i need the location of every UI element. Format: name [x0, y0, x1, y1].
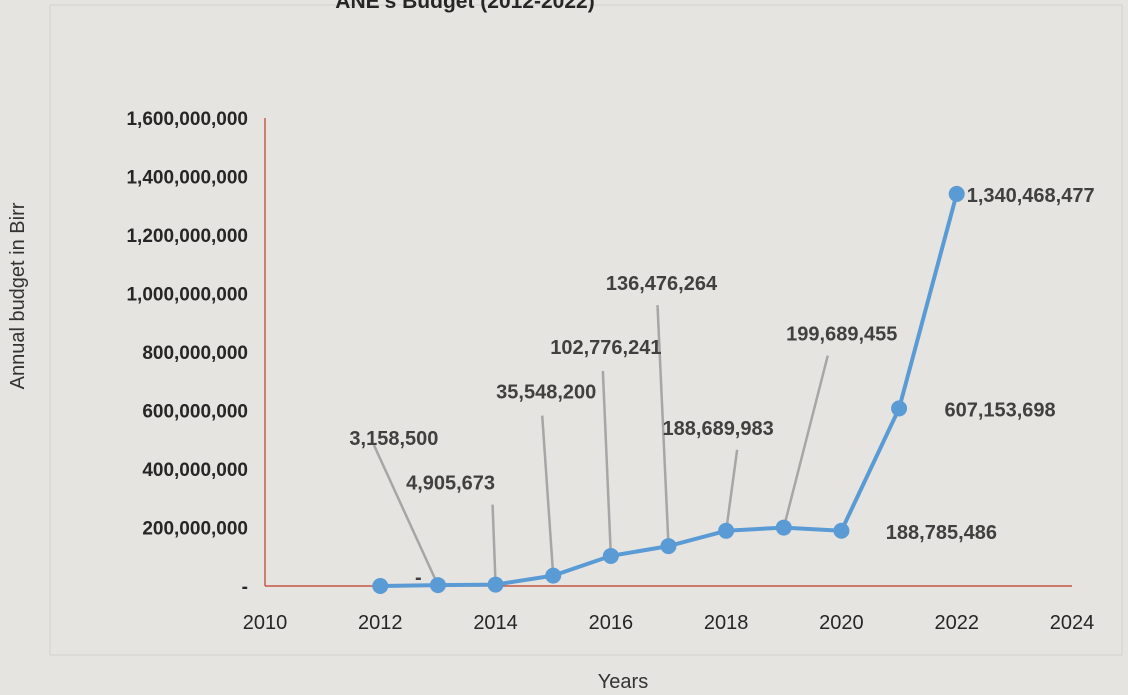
data-point: [372, 578, 389, 594]
y-tick-label: 800,000,000: [142, 343, 248, 364]
data-label: 1,340,468,477: [967, 185, 1095, 207]
data-label: 188,689,983: [663, 418, 774, 440]
data-point: [833, 522, 850, 539]
chart-title: ANE's Budget (2012-2022): [335, 0, 594, 13]
axes: [264, 118, 1072, 587]
plot-area-frame: [49, 4, 1123, 656]
data-point: [660, 538, 677, 555]
data-label: 35,548,200: [496, 382, 596, 404]
data-label: -: [415, 567, 422, 589]
x-axis-title: Years: [598, 671, 648, 693]
y-tick-label: -: [242, 577, 248, 598]
y-tick-label: 1,400,000,000: [126, 168, 248, 189]
data-point: [602, 547, 619, 564]
x-tick-label: 2024: [1050, 612, 1095, 634]
x-tick-label: 2022: [934, 612, 979, 634]
data-label: 136,476,264: [606, 273, 718, 295]
y-axis-title: Annual budget in Birr: [7, 202, 29, 389]
data-point: [487, 576, 504, 593]
x-tick-label: 2020: [819, 612, 864, 634]
y-tick-labels: - 200,000,000 400,000,000 600,000,000 800,00…: [126, 109, 248, 598]
y-tick-label: 600,000,000: [142, 402, 248, 423]
data-point: [545, 567, 562, 584]
y-tick-label: 1,600,000,000: [126, 109, 248, 130]
data-points: [372, 185, 965, 594]
y-tick-label: 400,000,000: [142, 460, 248, 481]
leader-line: [782, 355, 829, 528]
x-tick-label: 2014: [473, 612, 518, 634]
data-label: 188,785,486: [886, 522, 997, 544]
leader-lines: [372, 305, 829, 586]
leader-line: [540, 415, 555, 576]
x-tick-label: 2016: [589, 612, 634, 634]
y-tick-label: 200,000,000: [142, 519, 248, 540]
data-label: 102,776,241: [550, 337, 661, 359]
data-point: [775, 519, 792, 536]
data-point: [948, 185, 965, 202]
y-tick-label: 1,000,000,000: [126, 285, 248, 306]
leader-line: [601, 370, 613, 556]
data-label: 4,905,673: [406, 473, 495, 495]
leader-line: [724, 449, 739, 531]
data-label: 199,689,455: [786, 324, 897, 346]
data-point: [429, 577, 446, 594]
leader-line: [491, 504, 497, 585]
y-tick-label: 1,200,000,000: [126, 226, 248, 247]
x-tick-labels: 2010 2012 2014 2016 2018 2020 2022 2024: [243, 612, 1095, 634]
x-tick-label: 2018: [704, 612, 749, 634]
x-tick-label: 2012: [358, 612, 403, 634]
data-point: [891, 400, 908, 417]
leader-line: [372, 444, 440, 586]
data-labels: - 3,158,500 4,905,673 35,548,200 102,776,241…: [349, 185, 1094, 589]
data-point: [718, 522, 735, 539]
data-label: 3,158,500: [349, 428, 438, 450]
x-tick-label: 2010: [243, 612, 288, 634]
leader-line: [656, 305, 670, 547]
data-label: 607,153,698: [944, 399, 1055, 421]
